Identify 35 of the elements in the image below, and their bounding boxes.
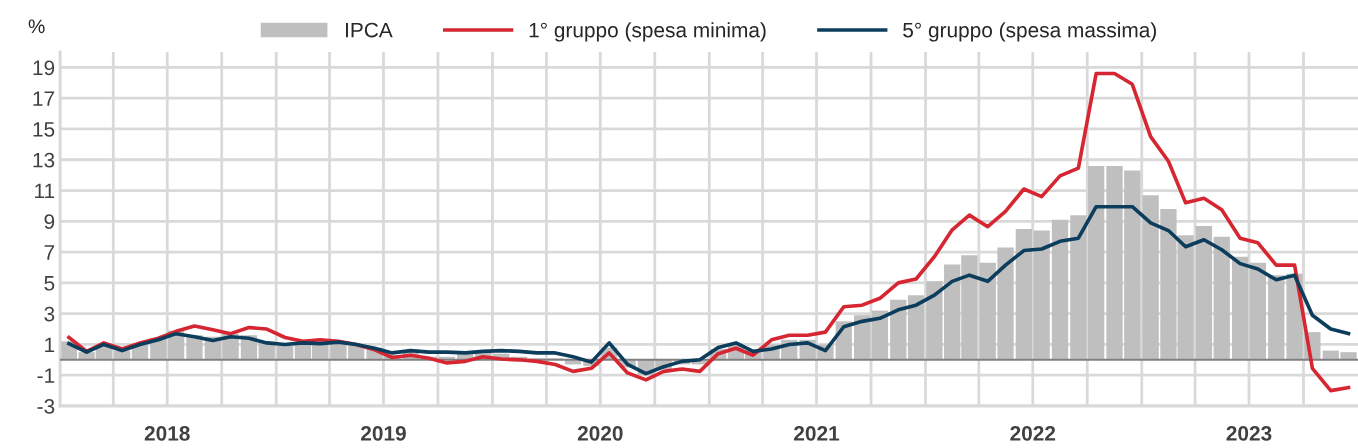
y-tick-label: 15 [33,122,55,137]
y-tick-label: 13 [33,152,55,168]
bar [1249,262,1267,360]
line-series [67,71,1351,393]
bar [276,345,294,360]
bar [1195,225,1213,360]
y-tick-label: -3 [37,399,55,414]
y-tick-label: -1 [37,368,55,383]
x-tick-label: 2018 [144,425,190,441]
legend-label: 5° gruppo (spesa massima) [903,22,1156,42]
x-tick-label: 2022 [1010,425,1056,441]
x-tick-label: 2023 [1226,425,1272,441]
y-tick-label: 1 [45,337,55,352]
bar [1231,256,1249,360]
legend-label: IPCA [346,22,393,38]
bar [1033,230,1050,360]
y-tick-label: 5 [44,276,55,291]
y-tick-label: 17 [33,91,55,106]
y-tick-label: 19 [33,60,55,76]
y-tick-label: 9 [44,214,55,230]
bar [1268,275,1285,360]
x-tick-label: 2021 [794,425,840,441]
line-series [67,204,1351,376]
y-tick-label: 11 [35,183,55,199]
y-axis-title: % [28,19,45,34]
bar [1213,236,1230,360]
bar [1015,229,1033,360]
bar [1051,219,1069,360]
y-tick-label: 3 [44,306,55,322]
bar [907,295,925,360]
x-tick-label: 2019 [361,425,406,441]
legend-label: 1° gruppo (spesa minima) [529,22,766,42]
y-tick-label: 7 [44,245,55,260]
x-tick-label: 2020 [577,425,623,441]
bar [890,299,907,360]
